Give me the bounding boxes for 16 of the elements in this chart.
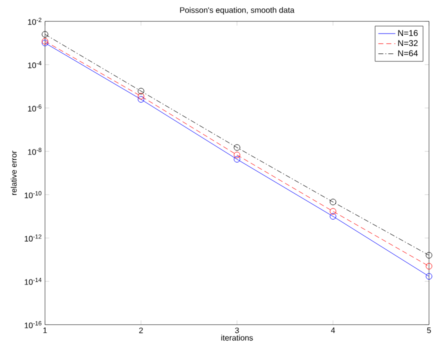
point: [234, 152, 240, 158]
point: [138, 92, 144, 100]
point: [426, 252, 432, 259]
point: [426, 262, 432, 270]
legend-label: N=64: [398, 50, 418, 56]
legend-label: N=32: [398, 40, 418, 46]
point: [234, 144, 240, 151]
legend-label: N=16: [398, 30, 418, 36]
point: [330, 198, 336, 206]
point: [330, 208, 336, 215]
point: [426, 273, 432, 280]
point: [138, 88, 144, 94]
point: [330, 213, 336, 220]
point: [138, 96, 144, 103]
point: [42, 31, 48, 38]
point: [234, 156, 240, 163]
